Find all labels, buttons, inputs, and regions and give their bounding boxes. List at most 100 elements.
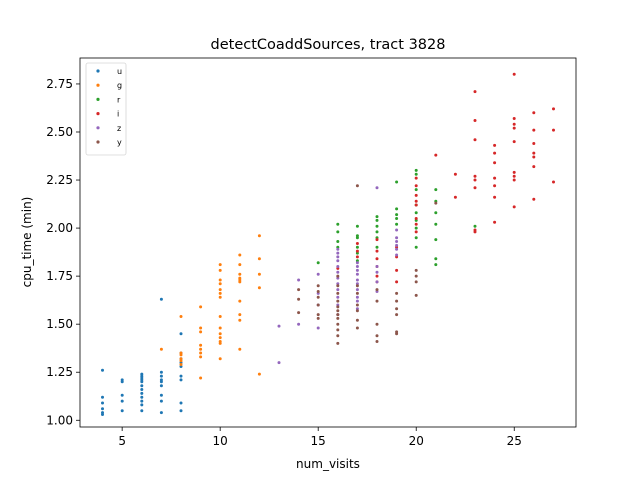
data-point-g: [238, 253, 242, 257]
legend-marker-y: [96, 140, 100, 144]
data-point-y: [355, 184, 359, 188]
data-point-u: [101, 401, 104, 405]
data-point-g: [218, 341, 222, 345]
legend-marker-i: [96, 112, 100, 116]
data-point-i: [532, 142, 536, 145]
data-point-i: [512, 117, 516, 120]
data-point-z: [355, 299, 359, 303]
data-point-r: [414, 168, 418, 172]
legend-label-u: u: [117, 67, 122, 76]
data-point-r: [336, 240, 340, 243]
data-point-y: [395, 299, 399, 303]
data-point-i: [532, 155, 536, 159]
data-point-r: [414, 236, 418, 240]
data-point-z: [336, 251, 340, 255]
data-point-g: [199, 376, 203, 380]
data-point-r: [355, 236, 359, 240]
data-point-z: [375, 265, 379, 268]
data-point-u: [179, 374, 183, 378]
data-point-g: [238, 280, 242, 284]
data-point-u: [179, 409, 183, 413]
data-point-i: [414, 199, 418, 203]
data-point-i: [512, 178, 516, 182]
data-point-z: [395, 247, 399, 251]
data-point-i: [395, 268, 399, 272]
data-point-y: [395, 291, 399, 295]
data-point-y: [316, 303, 320, 307]
data-point-u: [179, 332, 183, 336]
data-point-i: [532, 197, 536, 201]
data-point-y: [336, 291, 340, 295]
data-point-i: [552, 128, 555, 132]
data-point-i: [375, 257, 379, 261]
data-point-z: [395, 243, 399, 247]
data-point-r: [395, 180, 399, 184]
data-point-y: [336, 274, 340, 278]
data-point-u: [159, 380, 163, 384]
data-point-r: [375, 245, 379, 249]
data-point-y: [375, 340, 379, 343]
data-point-u: [159, 370, 163, 374]
data-point-u: [120, 393, 124, 397]
data-point-u: [140, 391, 144, 395]
data-point-y: [355, 291, 359, 295]
data-point-i: [473, 90, 477, 94]
data-point-i: [473, 230, 477, 234]
data-point-z: [336, 288, 340, 292]
data-point-z: [355, 295, 359, 299]
data-point-r: [375, 215, 379, 219]
data-point-u: [159, 297, 163, 301]
data-point-z: [336, 247, 340, 251]
legend-marker-g: [96, 83, 100, 87]
data-point-z: [316, 272, 320, 276]
data-point-g: [218, 326, 222, 330]
data-point-y: [336, 316, 340, 320]
data-point-u: [101, 368, 104, 372]
data-point-r: [395, 222, 399, 226]
data-point-y: [375, 288, 379, 292]
data-point-i: [493, 151, 497, 155]
data-point-z: [355, 268, 359, 272]
data-point-i: [414, 184, 418, 188]
data-point-g: [238, 299, 242, 303]
data-point-i: [375, 274, 379, 278]
data-point-i: [453, 172, 457, 176]
data-point-i: [552, 180, 555, 184]
data-point-z: [336, 265, 340, 268]
data-point-i: [493, 184, 497, 188]
data-point-g: [238, 272, 242, 276]
data-point-g: [179, 353, 183, 357]
y-tick-label: 2.75: [46, 77, 73, 91]
x-axis-label: num_visits: [296, 457, 360, 471]
data-point-y: [375, 299, 379, 303]
data-point-z: [336, 259, 340, 263]
data-point-y: [316, 284, 320, 288]
data-point-i: [512, 174, 516, 178]
data-point-i: [512, 126, 516, 130]
data-point-i: [473, 178, 477, 182]
data-point-i: [493, 161, 497, 165]
data-point-y: [414, 293, 418, 297]
data-point-g: [257, 257, 261, 261]
data-point-i: [512, 140, 516, 144]
data-point-i: [414, 230, 418, 234]
data-point-r: [375, 224, 379, 228]
data-point-z: [316, 326, 320, 330]
data-point-r: [434, 211, 438, 215]
data-point-i: [395, 280, 399, 284]
data-point-z: [395, 236, 399, 240]
data-point-r: [434, 263, 438, 267]
data-point-y: [375, 322, 379, 326]
y-tick-label: 2.50: [46, 125, 73, 139]
legend-marker-r: [96, 97, 100, 101]
data-point-y: [355, 284, 359, 288]
data-point-y: [414, 274, 418, 278]
x-tick-label: 20: [409, 434, 424, 448]
y-tick-label: 1.00: [46, 413, 73, 427]
data-point-g: [179, 359, 183, 363]
data-point-i: [552, 107, 555, 111]
data-point-g: [218, 263, 222, 267]
data-point-u: [120, 380, 124, 384]
data-point-i: [473, 174, 477, 178]
data-point-r: [395, 217, 399, 220]
